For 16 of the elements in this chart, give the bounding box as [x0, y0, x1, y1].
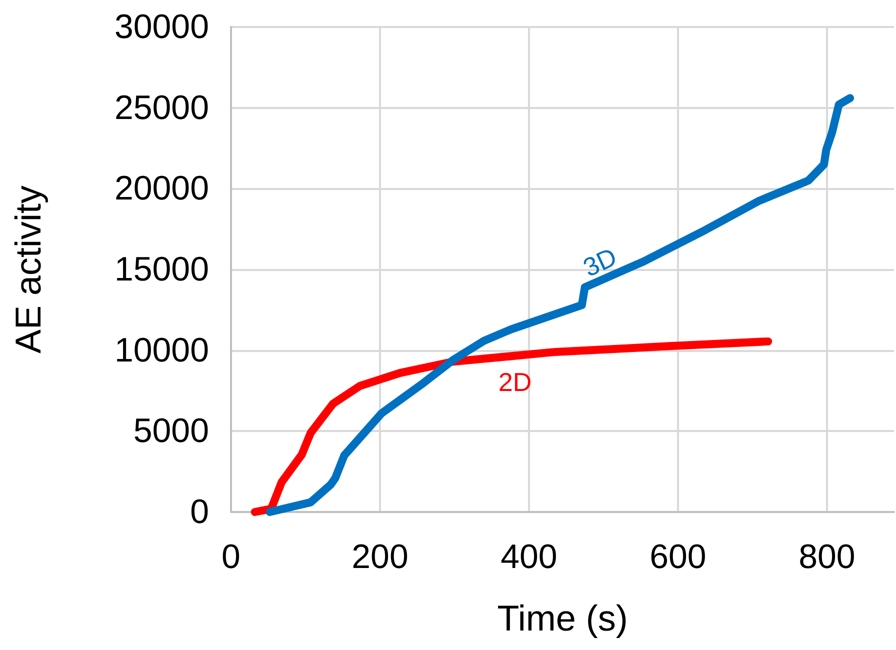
series-label: 2D: [498, 366, 532, 397]
x-axis-title: Time (s): [497, 598, 628, 638]
text: 3D: [578, 241, 622, 283]
y-tick-label: 10000: [114, 331, 209, 370]
y-tick-label: 5000: [133, 412, 209, 450]
y-tick-label: 0: [190, 493, 209, 531]
y-tick-label: 25000: [114, 88, 209, 127]
y-axis-title: AE activity: [8, 185, 48, 354]
x-tick-label: 400: [500, 538, 558, 576]
y-tick-label: 20000: [114, 170, 209, 208]
y-tick-label: 15000: [114, 250, 209, 288]
x-tick-label: 200: [352, 538, 408, 576]
x-tick-label: 800: [798, 538, 856, 576]
x-tick-label: 0: [222, 538, 240, 576]
x-tick-label: 600: [650, 538, 706, 576]
y-tick-label: 30000: [114, 8, 209, 46]
